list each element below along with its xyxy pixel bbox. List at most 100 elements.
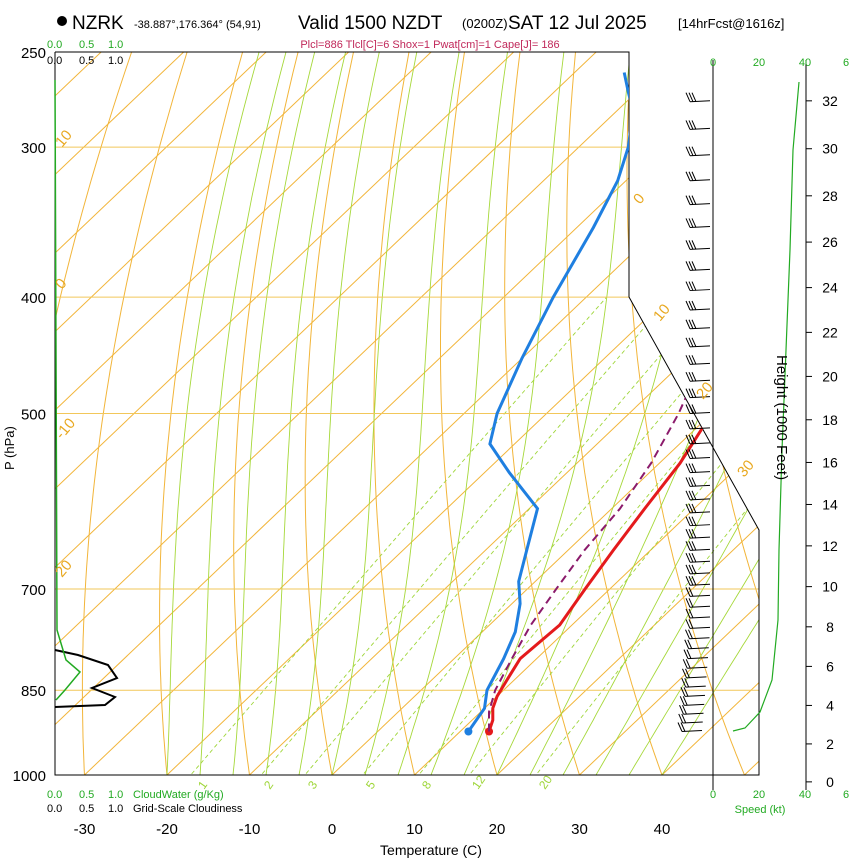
mixing-ratio-label: 2 — [261, 778, 276, 792]
pressure-tick-label: 300 — [21, 140, 46, 157]
wind-barb-flag — [682, 668, 687, 679]
wind-barb-flag — [691, 463, 697, 473]
wind-barb-flag — [685, 434, 691, 445]
wind-barb-flag — [688, 372, 694, 382]
wind-barb-flag — [691, 419, 697, 430]
cloudwater-curve — [54, 79, 82, 701]
speed-label: Speed (kt) — [735, 804, 786, 816]
wind-barb-flag — [685, 477, 691, 487]
isotherm — [139, 52, 759, 775]
wind-barb-flag — [680, 687, 686, 697]
wind-barb-flag — [688, 355, 694, 365]
wind-barb-flag — [684, 639, 690, 649]
dry-adiabat — [159, 52, 250, 775]
wind-barb-flag — [685, 463, 691, 473]
wind-barb-flag — [688, 171, 694, 181]
isotherm — [634, 52, 759, 775]
wind-barb-flag — [685, 629, 690, 639]
wind-barb-flag — [688, 261, 694, 271]
wind-barb-flag — [685, 564, 691, 575]
top-green-1: 0.5 — [79, 39, 94, 51]
dry-adiabat — [55, 52, 140, 775]
isotherm — [55, 52, 289, 775]
wind-barb-flag — [688, 608, 694, 619]
surface-point-temperature — [485, 727, 494, 736]
wind-barb-flag — [682, 696, 688, 706]
wind-barb-flag — [679, 705, 684, 715]
speed-top-2: 40 — [799, 57, 811, 69]
moist-adiabat — [364, 52, 464, 775]
speed-bot-0: 0 — [710, 789, 716, 801]
pressure-tick-label: 400 — [21, 290, 46, 307]
wind-barb-flag — [684, 677, 690, 688]
wind-barb-flag — [688, 477, 694, 487]
isotherm — [55, 52, 702, 775]
top-black-1: 0.5 — [79, 55, 94, 67]
wind-barb-flag — [691, 240, 697, 250]
wind-barb-flag — [685, 319, 691, 329]
wind-barb-flag — [685, 261, 691, 271]
series-temperature — [487, 91, 759, 732]
bottom-green-2: 1.0 — [108, 789, 123, 801]
speed-bot-1: 20 — [753, 789, 765, 801]
wind-barb-flag — [691, 541, 697, 551]
wind-barb-flag — [691, 171, 697, 181]
wind-barb-flag — [685, 355, 691, 365]
isotherm — [469, 52, 759, 775]
pressure-tick-label: 1000 — [13, 768, 46, 785]
isotherm — [387, 52, 759, 775]
wind-barb-flag — [685, 281, 691, 291]
isotherm — [55, 52, 454, 775]
wind-barb-flag — [685, 372, 691, 382]
top-scale: 0.0 0.5 1.0 0.0 0.5 1.0 — [47, 39, 123, 67]
wind-barb-flag — [685, 553, 691, 563]
grid-layer — [55, 52, 759, 775]
moist-adiabat — [331, 52, 422, 775]
moist-adiabat — [298, 52, 385, 775]
wind-barb-flag — [688, 629, 693, 639]
wind-barbs — [677, 92, 711, 733]
wind-barb-flag — [685, 587, 691, 597]
mixing-ratio-label: 3 — [305, 778, 320, 792]
valid-time: Valid 1500 NZDT — [298, 13, 443, 34]
moist-adiabat — [232, 52, 321, 775]
x-axis-label: Temperature (C) — [380, 842, 482, 858]
wind-barb-flag — [680, 722, 686, 732]
dry-adiabat — [233, 52, 304, 775]
bottom-scale: 0.0 0.5 1.0 CloudWater (g/Kg) 0.0 0.5 1.… — [47, 789, 243, 815]
isotherm-label: 10 — [650, 301, 674, 325]
wind-barb-flag — [691, 146, 697, 156]
isotherm — [55, 52, 372, 775]
top-green-2: 1.0 — [108, 39, 123, 51]
wind-barb-flag — [685, 619, 691, 629]
mixing-ratio-line — [283, 296, 711, 775]
wind-barb-flag — [685, 388, 691, 398]
dry-adiabat — [304, 52, 359, 775]
dry-adiabat — [566, 52, 673, 775]
wind-barb-flag — [688, 449, 694, 459]
height-tick-label: 14 — [822, 496, 838, 512]
cloudiness-curve — [54, 649, 119, 708]
isotherm-label: 20 — [52, 557, 76, 581]
wind-barb-flag — [685, 337, 691, 348]
pressure-tick-label: 500 — [21, 407, 46, 424]
wind-barb-flag — [691, 477, 697, 487]
bottom-green-0: 0.0 — [47, 789, 62, 801]
moist-adiabat — [595, 52, 759, 775]
wind-barb-flag — [685, 516, 691, 526]
cloudwater-label: CloudWater (g/Kg) — [133, 789, 224, 801]
plot-frame — [54, 51, 760, 776]
mixing-ratio-label: 5 — [363, 778, 378, 792]
mixing-ratio-line — [239, 296, 671, 775]
wind-barb-flag — [683, 687, 689, 697]
dry-adiabat — [440, 52, 505, 775]
pressure-tick-label: 250 — [21, 45, 46, 62]
wind-barb-flag — [691, 503, 697, 514]
wind-barb-flag — [685, 195, 691, 205]
temperature-tick-label: 20 — [489, 821, 506, 838]
mixing-ratio-line — [168, 296, 607, 775]
wind-barb-flag — [688, 281, 694, 291]
station-coords: -38.887°,176.364° (54,91) — [134, 19, 261, 31]
wind-barb-flag — [691, 490, 697, 501]
